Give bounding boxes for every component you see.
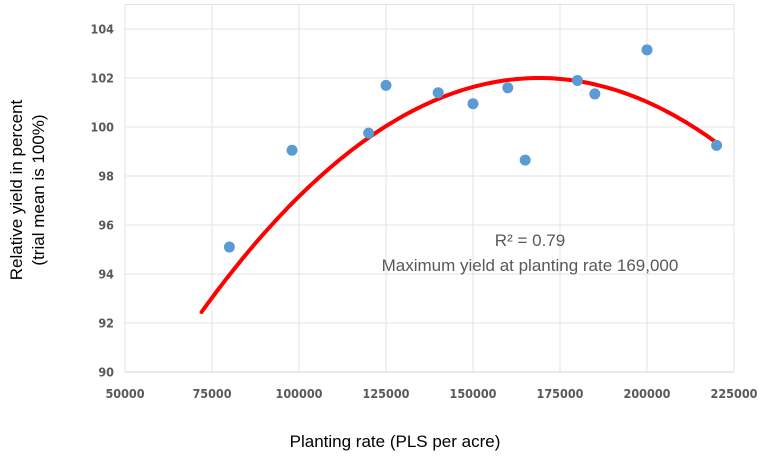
gridlines <box>124 4 735 373</box>
y-tick-label: 92 <box>98 316 114 331</box>
data-point <box>223 241 235 253</box>
y-tick-label: 100 <box>91 120 115 135</box>
data-point <box>432 87 444 99</box>
x-tick-labels: 50000 75000 100000 125000 150000 175000 200000… <box>105 386 757 401</box>
data-point <box>502 82 514 94</box>
data-points <box>223 44 723 253</box>
y-tick-label: 94 <box>98 267 114 282</box>
max-yield-annotation: Maximum yield at planting rate 169,000 <box>382 256 679 275</box>
y-axis-title-line-1: Relative yield in percent <box>7 99 26 280</box>
data-point <box>519 154 531 166</box>
data-point <box>286 144 298 156</box>
y-tick-label: 96 <box>98 218 114 233</box>
data-point <box>380 79 392 91</box>
x-tick-label: 125000 <box>363 386 410 401</box>
data-point <box>467 98 479 110</box>
x-tick-label: 75000 <box>192 386 231 401</box>
y-tick-label: 90 <box>98 365 114 380</box>
data-point <box>363 127 375 139</box>
x-tick-label: 150000 <box>450 386 497 401</box>
y-tick-label: 104 <box>91 22 115 37</box>
r-squared-annotation: R² = 0.79 <box>495 231 565 250</box>
trendline <box>199 76 719 314</box>
y-tick-labels: 90 92 94 96 98 100 102 104 <box>91 22 115 380</box>
x-tick-label: 225000 <box>711 386 758 401</box>
data-point <box>571 74 583 86</box>
x-tick-label: 175000 <box>537 386 584 401</box>
x-tick-label: 50000 <box>105 386 144 401</box>
data-point <box>711 139 723 151</box>
x-axis-title: Planting rate (PLS per acre) <box>290 432 501 451</box>
y-tick-label: 98 <box>98 169 114 184</box>
y-tick-label: 102 <box>91 71 114 86</box>
data-point <box>589 88 601 100</box>
x-tick-label: 200000 <box>624 386 671 401</box>
y-axis-title-line-2: (trial mean is 100%) <box>29 114 48 265</box>
x-tick-label: 100000 <box>276 386 323 401</box>
data-point <box>641 44 653 56</box>
